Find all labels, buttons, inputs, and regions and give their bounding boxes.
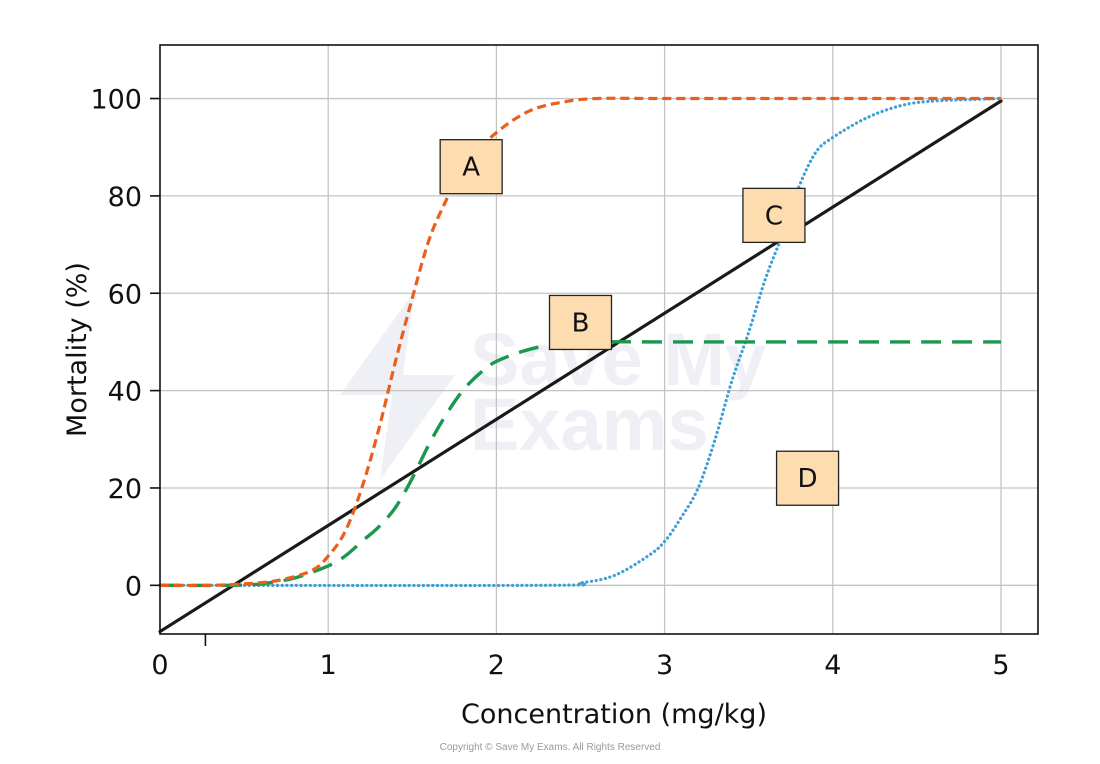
grid-lines (160, 45, 1038, 634)
series-layer (158, 96, 1003, 634)
x-tick-label: 4 (824, 650, 841, 681)
y-tick-label: 0 (125, 571, 142, 602)
x-tick-label: 3 (656, 650, 673, 681)
curve-label-text: A (462, 153, 480, 183)
curve-labels: A B C D (439, 139, 840, 506)
x-tick-label: 2 (488, 650, 505, 681)
x-tick-label: 5 (992, 650, 1009, 681)
series-b-line (159, 340, 1001, 588)
curve-label-a: A (439, 139, 503, 195)
watermark-line-2: Exams (470, 383, 709, 466)
curve-label-box (742, 187, 806, 244)
y-tick-label: 40 (108, 377, 142, 408)
series-a-line (159, 96, 1001, 588)
curve-label-text: D (798, 464, 818, 494)
y-tick-label: 80 (108, 182, 142, 213)
curve-label-text: C (765, 201, 783, 231)
curve-label-b: B (548, 294, 613, 351)
y-tick-label: 60 (108, 279, 142, 310)
curve-label-d: D (775, 450, 840, 506)
series-d-line (158, 96, 1003, 588)
curve-label-box (775, 450, 840, 506)
plot-frame (159, 44, 1039, 635)
curve-label-c: C (742, 187, 806, 244)
x-tick-label: 0 (151, 650, 168, 681)
curve-label-box (548, 294, 613, 351)
y-tick-label: 20 (108, 474, 142, 505)
curve-label-box (439, 139, 503, 195)
copyright-notice: Copyright © Save My Exams. All Rights Re… (440, 742, 661, 753)
curve-label-text: B (572, 308, 590, 338)
y-axis-title: Mortality (%) (62, 262, 93, 437)
tick-layer: 0 1 2 3 4 5 0 20 40 60 80 100 (90, 85, 1009, 681)
watermark: Save My Exams (340, 290, 766, 480)
series-c-line (158, 99, 1003, 634)
watermark-logo-icon (340, 290, 455, 480)
watermark-line-1: Save My (470, 318, 766, 401)
y-tick-label: 100 (90, 85, 142, 116)
x-tick-label: 1 (320, 650, 337, 681)
x-axis-title: Concentration (mg/kg) (461, 699, 767, 730)
